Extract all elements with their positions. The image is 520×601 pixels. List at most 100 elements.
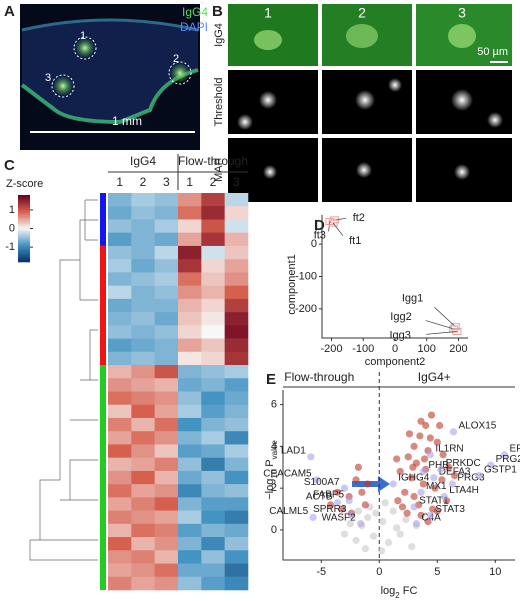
leader-line — [425, 320, 454, 330]
heatmap-cell — [201, 285, 225, 300]
heatmap-cell — [178, 484, 202, 498]
heatmap-cell — [131, 537, 155, 551]
heatmap-cell — [178, 325, 202, 339]
y-tick-label: -200 — [295, 303, 317, 315]
point — [358, 488, 366, 496]
heatmap-cell — [201, 457, 225, 472]
heatmap-cell — [154, 457, 179, 472]
colorbar-segment — [18, 257, 30, 261]
gene-label: IL1RN — [435, 443, 463, 454]
colorbar-segment — [18, 226, 30, 229]
point — [378, 547, 386, 555]
point — [451, 472, 459, 480]
point — [433, 438, 441, 446]
axes — [321, 215, 468, 339]
y-label-part: P — [264, 459, 276, 469]
heatmap-cell — [224, 351, 249, 366]
heatmap-cell — [154, 537, 179, 551]
colorbar-segment — [18, 241, 30, 245]
heatmap-cell — [178, 259, 202, 273]
colorbar-segment — [18, 250, 30, 254]
point — [398, 503, 407, 511]
heatmap-cell — [108, 470, 132, 485]
heatmap-cell — [178, 338, 202, 353]
point — [426, 451, 434, 459]
panel-label: D — [314, 217, 325, 234]
point — [424, 517, 432, 526]
point — [439, 451, 447, 459]
point — [408, 474, 416, 482]
point — [389, 480, 397, 488]
point — [401, 488, 409, 496]
heatmap-cell — [201, 417, 225, 432]
point — [346, 520, 354, 528]
point — [452, 328, 462, 336]
x-tick-label: -5 — [316, 566, 326, 578]
point-label: ft1 — [349, 235, 361, 247]
point — [409, 463, 417, 471]
gene-label: GSTP1 — [484, 464, 517, 475]
point — [309, 513, 317, 521]
heatmap-cell — [108, 325, 132, 339]
heatmap-cell — [154, 193, 179, 207]
heatmap-cell — [201, 378, 225, 392]
heatmap-cell — [224, 245, 249, 260]
point — [396, 467, 404, 476]
heatmap-cell — [178, 404, 202, 419]
point — [328, 219, 338, 227]
heatmap-cell — [201, 550, 225, 564]
heatmap-cell — [201, 431, 225, 445]
gene-label: ALOX15 — [459, 420, 497, 431]
heatmap-cell — [108, 378, 132, 392]
heatmap-cell — [154, 298, 179, 313]
point — [410, 503, 418, 511]
heatmap-cell — [178, 417, 202, 432]
heatmap-cell — [131, 232, 155, 247]
column-label: 3 — [233, 175, 240, 189]
point — [419, 480, 427, 488]
gene-label: WASF2 — [322, 512, 357, 523]
heatmap-cell — [178, 351, 202, 366]
heatmap-cell — [178, 537, 202, 551]
point — [396, 530, 404, 538]
heatmap-cell — [224, 563, 249, 578]
point — [352, 476, 360, 484]
heatmap-cell — [201, 232, 225, 247]
heatmap-cell — [131, 404, 155, 419]
colorbar-segment — [18, 221, 30, 225]
point — [438, 476, 446, 484]
heatmap-cell — [154, 338, 179, 353]
heatmap-cell — [154, 378, 179, 392]
heatmap-cell — [131, 272, 155, 286]
point — [354, 463, 362, 471]
x-tick-label: 0 — [392, 343, 398, 355]
colorbar-tick-label: 0 — [9, 222, 15, 234]
point — [364, 480, 372, 488]
heatmap-cell — [201, 404, 225, 419]
heatmap-cell — [201, 576, 225, 591]
x-axis-label: component2 — [365, 356, 426, 368]
heatmap-cell — [108, 484, 132, 498]
point — [381, 499, 389, 507]
scale-bar-label: 50 µm — [477, 46, 508, 58]
heatmap-cell — [201, 219, 225, 233]
heatmap-cell — [131, 444, 155, 458]
heatmap-cell — [201, 391, 225, 406]
heatmap-cell — [178, 431, 202, 445]
x-tick-label: -100 — [352, 343, 374, 355]
heatmap-cell — [201, 272, 225, 286]
column-label: 1 — [264, 5, 272, 21]
point — [340, 530, 349, 538]
heatmap-cell — [178, 245, 202, 260]
y-tick-label: -100 — [295, 270, 317, 282]
colorbar-segment — [18, 228, 30, 232]
heatmap-cell — [108, 272, 132, 286]
heatmap-cell — [224, 206, 249, 220]
gene-label: DEFA3 — [439, 466, 471, 477]
heatmap-cell — [108, 312, 132, 326]
heatmap-cell — [154, 259, 179, 273]
heatmap-cell — [131, 365, 155, 379]
heatmap-cell — [201, 206, 225, 220]
colorbar-segment — [18, 253, 30, 256]
gene-label: LAD1 — [281, 445, 306, 456]
